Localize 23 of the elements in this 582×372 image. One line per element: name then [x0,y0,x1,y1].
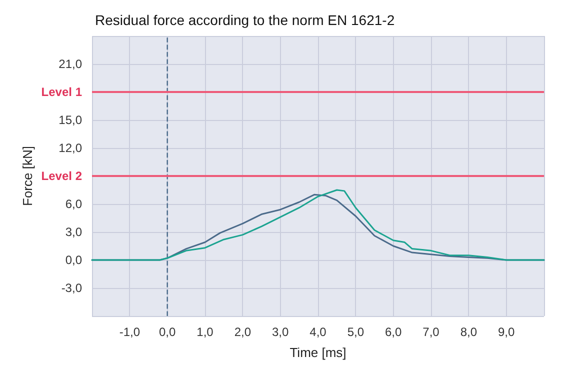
y-tick-label: 0,0 [65,253,82,267]
x-tick-label: 0,0 [158,325,176,339]
x-tick-label: 5,0 [347,325,364,339]
y-tick-label: -3,0 [61,281,82,295]
y-tick-label: 6,0 [65,197,82,211]
x-tick-label: 6,0 [384,325,402,339]
x-axis-title: Time [ms] [290,345,346,360]
chart-title: Residual force according to the norm EN 1621-2 [95,12,395,28]
x-tick-label: 2,0 [234,325,252,339]
x-tick-label: 3,0 [272,325,289,339]
y-tick-label: 21,0 [58,57,82,71]
x-tick-label: 8,0 [460,325,478,339]
x-tick-label: 4,0 [310,325,327,339]
ref-line-label: Level 2 [41,169,82,183]
y-axis-title: Force [kN] [20,146,35,206]
ref-line-label: Level 1 [41,85,82,99]
x-tick-label: -1,0 [119,325,140,339]
x-tick-label: 1,0 [196,325,214,339]
y-tick-label: 15,0 [58,113,82,127]
x-tick-label: 7,0 [422,325,440,339]
x-tick-label: 9,0 [498,325,515,339]
y-tick-label: 3,0 [65,225,82,239]
y-tick-label: 12,0 [58,141,82,155]
